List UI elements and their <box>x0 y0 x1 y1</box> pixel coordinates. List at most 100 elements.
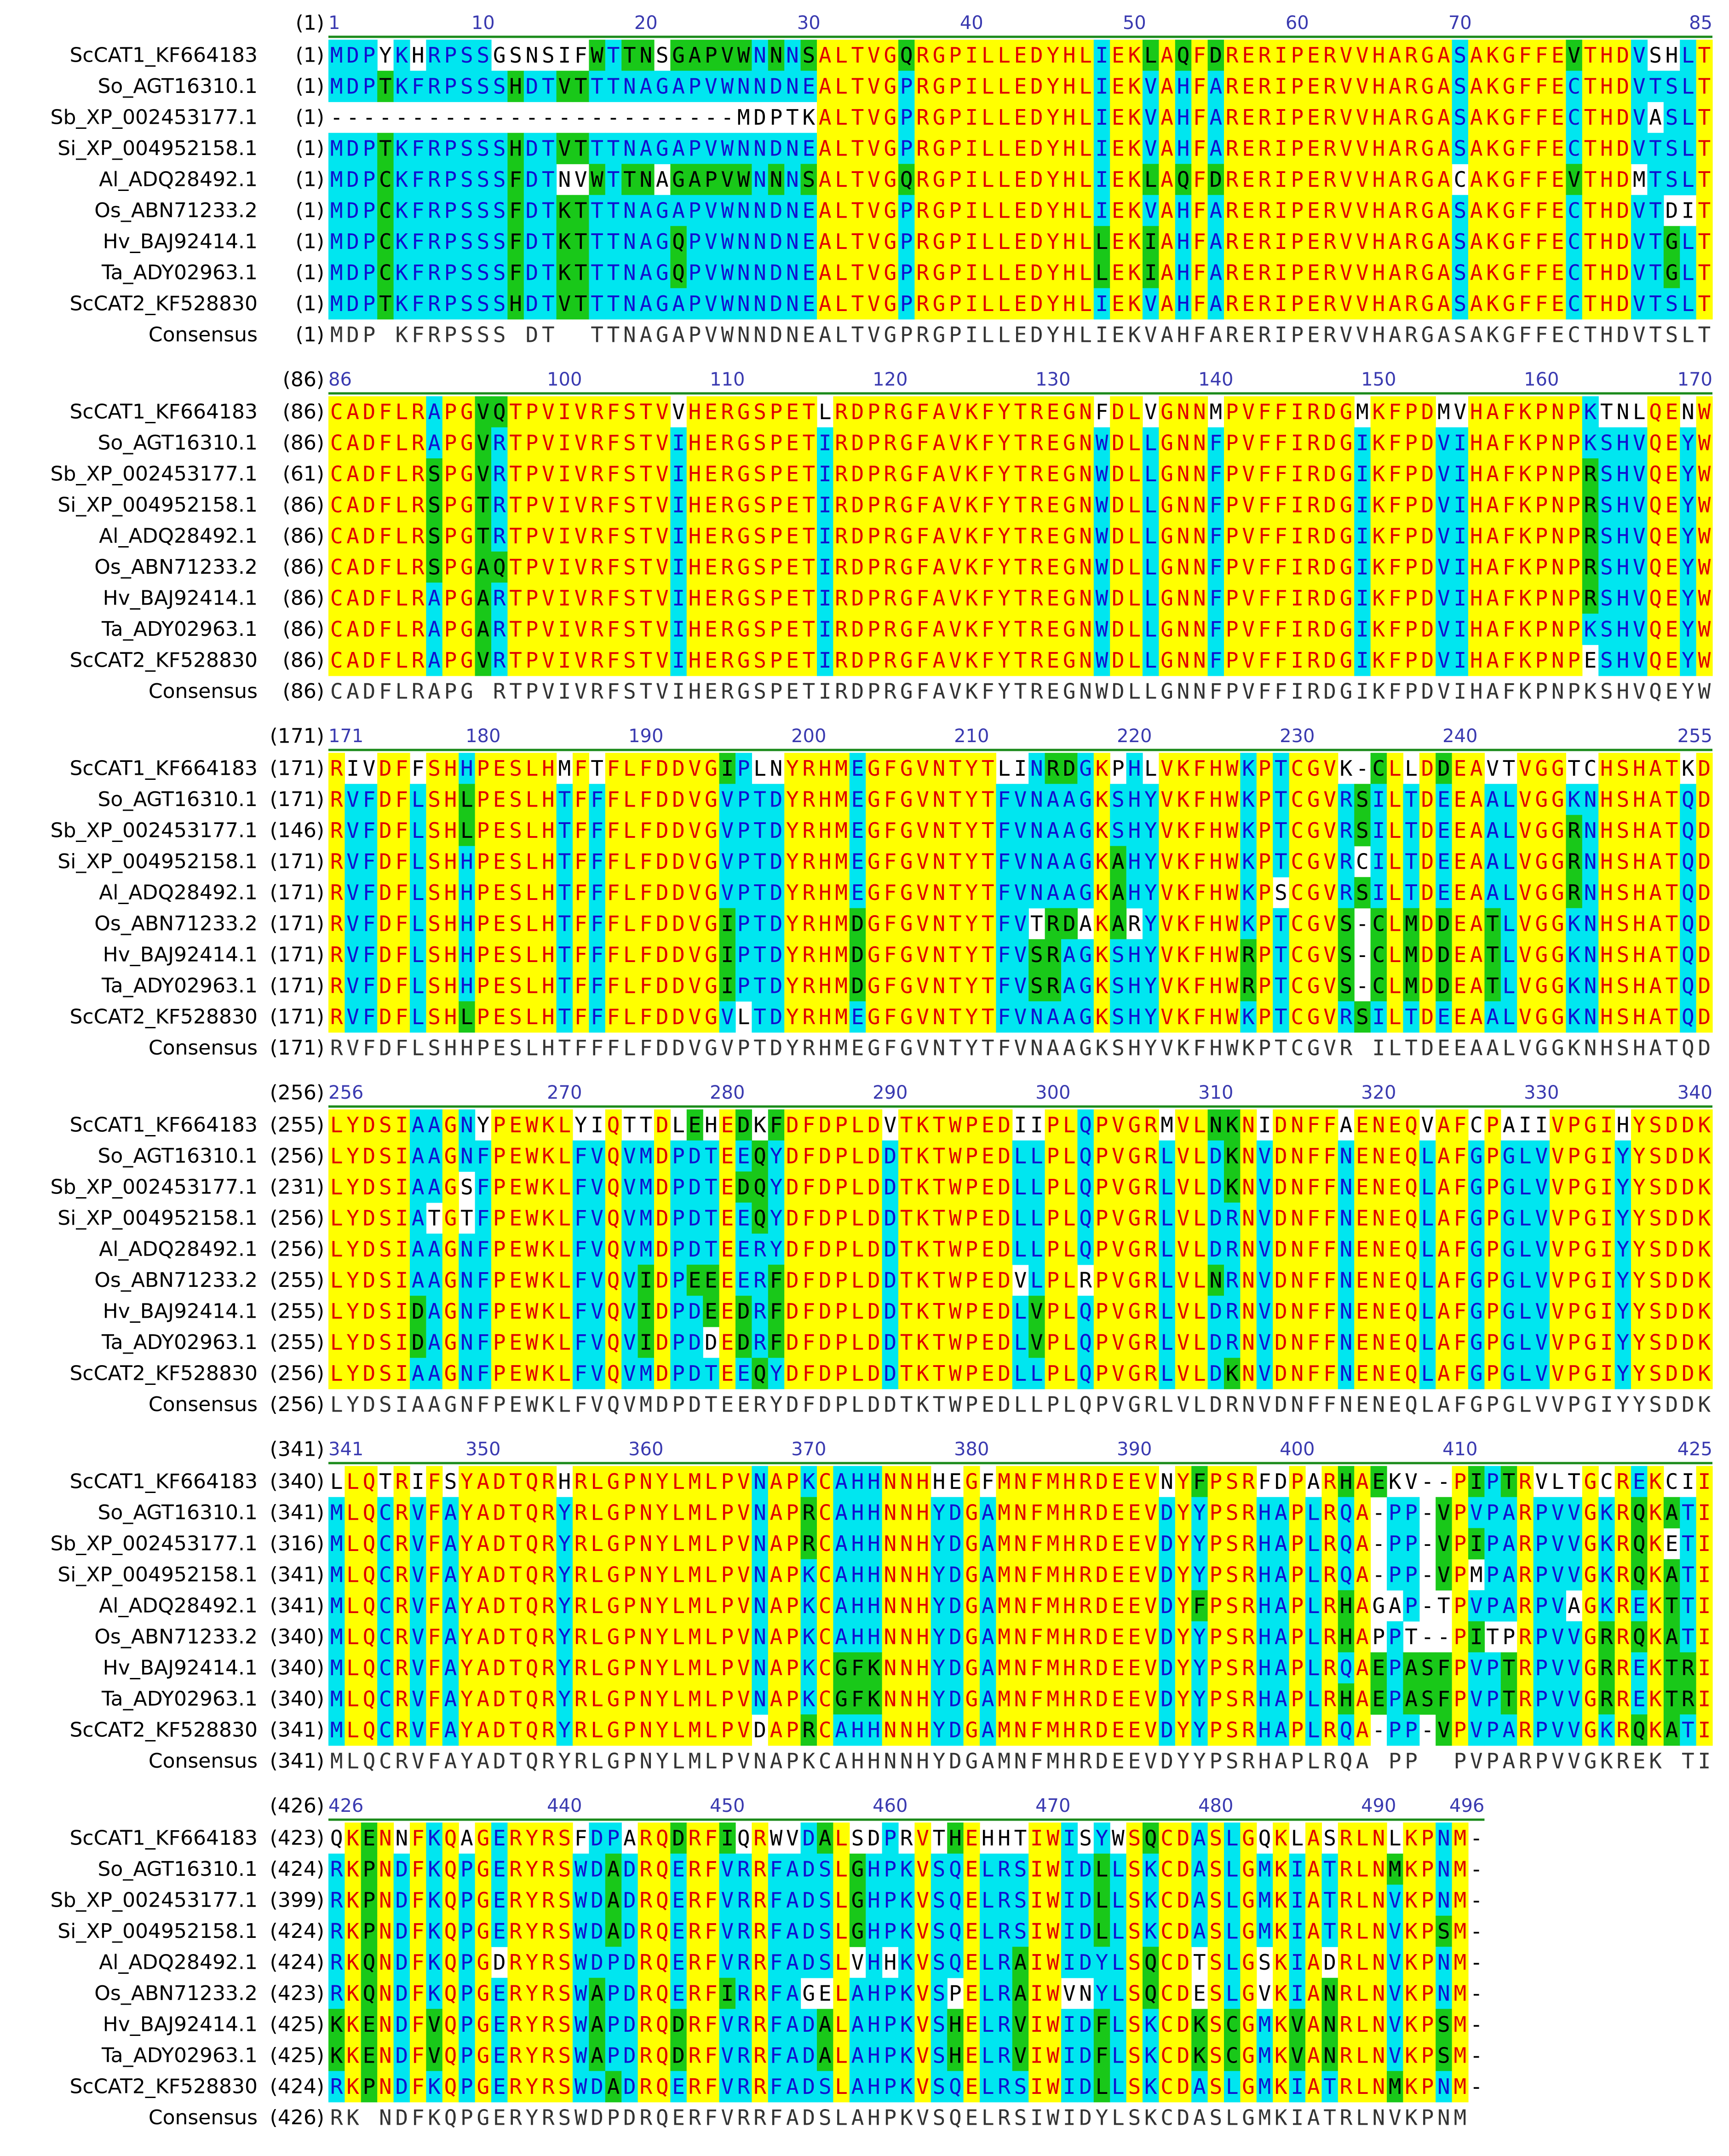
residue: N <box>1177 679 1190 704</box>
residue: E <box>1666 399 1678 424</box>
residue: M <box>558 756 571 781</box>
residue: F <box>591 787 603 812</box>
residue: W <box>1698 617 1711 642</box>
residue: R <box>1226 136 1239 161</box>
ruler-number: 1 <box>328 12 340 34</box>
residue: S <box>493 74 506 99</box>
residue: R <box>493 493 506 518</box>
residue: S <box>428 849 441 874</box>
residue: V <box>574 679 587 704</box>
residue: T <box>558 911 571 936</box>
residue: V <box>542 461 555 486</box>
residue-background <box>1631 40 1648 71</box>
residue: V <box>949 648 962 673</box>
residue: E <box>1112 229 1125 254</box>
residue: L <box>1144 431 1157 455</box>
residue: T <box>542 74 555 99</box>
residue: K <box>558 260 571 285</box>
residue: G <box>884 229 896 254</box>
residue: K <box>965 679 978 704</box>
residue: G <box>1503 105 1516 130</box>
residue: D <box>1698 756 1711 781</box>
residue: K <box>1128 198 1141 223</box>
residue: K <box>1486 43 1499 68</box>
residue: H <box>1177 105 1190 130</box>
residue: S <box>1340 942 1353 967</box>
residue <box>477 679 489 704</box>
residue: I <box>672 679 685 704</box>
residue: D <box>1323 617 1336 642</box>
residue: L <box>1405 756 1418 781</box>
residue: L <box>982 167 994 192</box>
residue: H <box>1209 880 1222 905</box>
residue: D <box>1030 198 1043 223</box>
residue: F <box>998 849 1011 874</box>
residue: F <box>574 849 587 874</box>
residue: M <box>1405 942 1418 967</box>
residue: F <box>1503 648 1516 673</box>
residue: P <box>1568 431 1580 455</box>
residue: D <box>1063 756 1076 781</box>
residue: P <box>1535 648 1548 673</box>
residue: D <box>1421 679 1434 704</box>
residue: V <box>867 167 880 192</box>
residue: N <box>1551 586 1564 611</box>
residue: L <box>526 818 539 843</box>
residue: P <box>526 617 539 642</box>
residue: T <box>1014 648 1027 673</box>
residue: R <box>835 586 848 611</box>
residue: V <box>1160 911 1173 936</box>
residue: H <box>1063 229 1076 254</box>
residue: A <box>1470 1004 1483 1029</box>
sequence-name: Consensus <box>149 1036 258 1060</box>
residue: K <box>1177 818 1190 843</box>
residue: K <box>1519 493 1532 518</box>
residue: F <box>379 648 392 673</box>
residue: G <box>460 648 473 673</box>
residue: W <box>1226 849 1239 874</box>
residue: P <box>444 555 457 580</box>
residue: I <box>1291 399 1304 424</box>
residue: V <box>867 260 880 285</box>
residue: F <box>1389 461 1402 486</box>
residue: H <box>1616 679 1629 704</box>
sequence-name: Si_XP_004952158.1 <box>57 850 258 873</box>
residue: G <box>1340 555 1353 580</box>
residue: V <box>916 756 929 781</box>
residue: Y <box>998 679 1011 704</box>
residue: D <box>770 849 783 874</box>
residue: T <box>802 555 815 580</box>
residue: K <box>1096 974 1109 998</box>
residue: A <box>1046 1004 1059 1029</box>
residue: T <box>802 493 815 518</box>
residue: D <box>1437 974 1450 998</box>
residue: K <box>1486 167 1499 192</box>
residue: L <box>1144 586 1157 611</box>
residue: R <box>1030 399 1043 424</box>
residue: D <box>1112 555 1125 580</box>
residue: A <box>1112 880 1125 905</box>
sequence-name: Sb_XP_002453177.1 <box>51 819 258 842</box>
residue: T <box>639 1113 652 1137</box>
residue: F <box>982 493 994 518</box>
residue: K <box>1486 74 1499 99</box>
residue: V <box>705 229 718 254</box>
residue: T <box>591 260 603 285</box>
residue: K <box>965 524 978 548</box>
residue: F <box>574 1036 587 1061</box>
residue: Y <box>998 431 1011 455</box>
residue: P <box>949 43 962 68</box>
residue: P <box>1258 756 1271 781</box>
residue: H <box>1600 105 1613 130</box>
residue: N <box>1584 787 1597 812</box>
residue: F <box>509 167 522 192</box>
residue: V <box>916 1036 929 1061</box>
ruler-number: 280 <box>710 1082 745 1103</box>
residue: Q <box>1682 787 1695 812</box>
residue: K <box>1242 880 1255 905</box>
residue: H <box>1600 849 1613 874</box>
residue: G <box>867 849 880 874</box>
sequence-name: Consensus <box>149 680 258 703</box>
residue: L <box>395 493 408 518</box>
residue: H <box>1128 942 1141 967</box>
